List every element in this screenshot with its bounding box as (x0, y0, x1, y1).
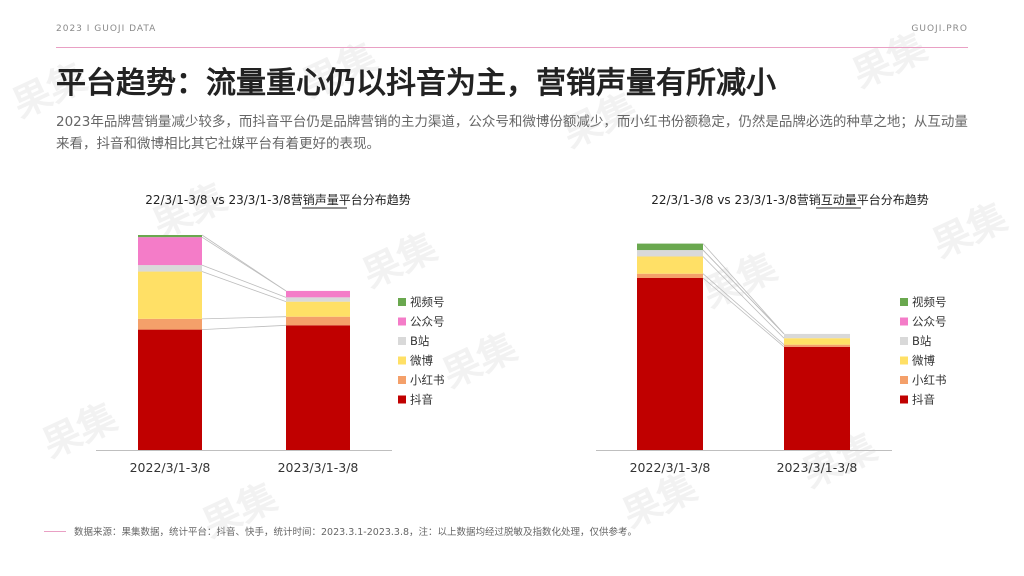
brand-left: 2023 I GUOJI DATA (56, 24, 157, 34)
bar-segment-公众号-1 (286, 290, 350, 298)
legend-swatch-微博 (398, 356, 406, 365)
bar-segment-小红书-0 (637, 273, 703, 278)
top-divider (56, 47, 968, 48)
connector-line-微博 (702, 256, 785, 339)
bar-segment-公众号-0 (138, 237, 202, 266)
legend-swatch-抖音 (900, 395, 908, 404)
top-bar: 2023 I GUOJI DATA GUOJI.PRO (56, 24, 968, 38)
legend-swatch-B站 (398, 337, 406, 345)
legend-label: 公众号 (410, 315, 445, 329)
bar-segment-小红书-1 (784, 344, 850, 347)
bar-segment-视频号-0 (138, 235, 202, 238)
legend-swatch-小红书 (398, 376, 406, 384)
legend-label: 抖音 (912, 393, 935, 407)
legend-label: 微博 (912, 354, 935, 368)
legend-label: B站 (410, 334, 430, 348)
legend-swatch-小红书 (900, 376, 908, 384)
bar-segment-微博-1 (286, 301, 350, 317)
data-source-note: 数据来源：果集数据，统计平台：抖音、快手，统计时间：2023.3.1-2023.… (74, 527, 638, 538)
bar-segment-抖音-1 (784, 346, 850, 450)
x-tick-label: 2022/3/1-3/8 (130, 460, 211, 475)
bar-segment-抖音-1 (286, 325, 350, 450)
bar-segment-微博-0 (637, 256, 703, 274)
connector-line-抖音 (201, 324, 287, 330)
legend-label: 抖音 (410, 393, 433, 407)
legend-swatch-视频号 (900, 298, 908, 306)
legend-label: 小红书 (912, 373, 947, 387)
connector-line-小红书 (702, 273, 785, 345)
bar-segment-小红书-1 (286, 316, 350, 326)
bar-segment-B站-0 (637, 250, 703, 257)
bar-segment-视频号-0 (637, 243, 703, 251)
connector-line-抖音 (702, 277, 785, 348)
bar-segment-抖音-0 (637, 278, 703, 450)
bar-segment-小红书-0 (138, 318, 202, 330)
legend-swatch-公众号 (900, 317, 908, 326)
legend-label: B站 (912, 334, 932, 348)
connector-line-公众号 (702, 249, 785, 335)
legend-label: 小红书 (410, 373, 445, 387)
bar-segment-微博-1 (784, 338, 850, 345)
connector-line-视频号 (201, 234, 287, 292)
legend-swatch-视频号 (398, 298, 406, 306)
connector-line-视频号 (702, 243, 785, 335)
connector-line-微博 (201, 271, 287, 303)
bar-segment-抖音-0 (138, 329, 202, 450)
legend-label: 视频号 (410, 295, 445, 309)
bar-segment-B站-1 (286, 297, 350, 302)
bar-segment-B站-0 (138, 265, 202, 272)
page-title: 平台趋势：流量重心仍以抖音为主，营销声量有所减小 (56, 66, 776, 101)
x-tick-label: 2022/3/1-3/8 (630, 460, 711, 475)
chart-title: 22/3/1-3/8 vs 23/3/1-3/8营销互动量平台分布趋势 (651, 192, 929, 207)
bar-segment-微博-0 (138, 271, 202, 319)
footer-divider (44, 531, 66, 532)
legend-swatch-公众号 (398, 317, 406, 326)
legend-label: 微博 (410, 354, 433, 368)
brand-right: GUOJI.PRO (911, 24, 968, 34)
legend-label: 视频号 (912, 295, 947, 309)
chart-title: 22/3/1-3/8 vs 23/3/1-3/8营销声量平台分布趋势 (145, 192, 411, 207)
legend-swatch-抖音 (398, 395, 406, 404)
legend-swatch-微博 (900, 356, 908, 365)
page-description: 2023年品牌营销量减少较多，而抖音平台仍是品牌营销的主力渠道，公众号和微博份额… (56, 114, 968, 152)
legend-label: 公众号 (912, 315, 947, 329)
connector-line-小红书 (201, 316, 287, 320)
x-tick-label: 2023/3/1-3/8 (278, 460, 359, 475)
connector-line-B站 (201, 264, 287, 298)
bar-segment-B站-1 (784, 333, 850, 339)
legend-swatch-B站 (900, 337, 908, 345)
x-tick-label: 2023/3/1-3/8 (777, 460, 858, 475)
